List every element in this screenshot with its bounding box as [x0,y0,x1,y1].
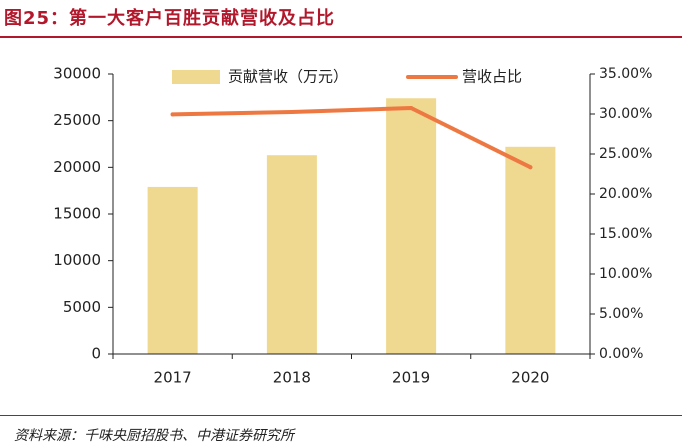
y-right-tick-label: 35.00% [599,66,652,82]
bar-2019 [386,98,437,354]
figure-title: 图25：第一大客户百胜贡献营收及占比 [4,8,336,29]
x-tick-label: 2017 [154,369,192,387]
y-left-tick-label: 10000 [53,251,101,269]
bar-2017 [147,186,198,354]
y-left-tick-label: 25000 [53,111,101,129]
y-right-tick-label: 5.00% [599,306,643,322]
x-tick-label: 2018 [273,369,311,387]
y-left-tick-label: 0 [91,345,101,363]
x-tick-label: 2019 [392,369,430,387]
figure-header: 图25：第一大客户百胜贡献营收及占比 [0,0,682,40]
bar-2020 [505,146,556,354]
figure-source: 资料来源：千味央厨招股书、中港证券研究所 [14,428,294,444]
source-rule [0,415,682,416]
y-right-tick-label: 15.00% [599,226,652,242]
y-left-tick-label: 15000 [53,205,101,223]
line-point-2020 [528,165,533,170]
y-left-tick-label: 5000 [63,298,101,316]
legend-label-bar: 贡献营收（万元） [228,68,348,86]
title-rule [0,36,682,38]
y-right-tick-label: 10.00% [599,266,652,282]
y-left-tick-label: 20000 [53,158,101,176]
y-right-tick-label: 30.00% [599,106,652,122]
line-point-2018 [289,110,294,114]
chart-svg: 0 5000 10000 15000 20000 25000 30000 0.00% 5.00%… [53,65,652,387]
legend-label-line: 营收占比 [462,68,522,86]
y-right-tick-label: 25.00% [599,146,652,162]
y-left-tick-label: 30000 [53,65,101,83]
x-tick-label: 2020 [511,369,549,387]
legend-swatch-bar [172,70,220,84]
line-point-2019 [409,106,414,110]
y-right-tick-label: 20.00% [599,186,652,202]
bar-2018 [266,155,317,354]
line-series-share [170,106,533,170]
y-right-tick-label: 0.00% [599,346,643,362]
line-point-2017 [170,112,175,117]
